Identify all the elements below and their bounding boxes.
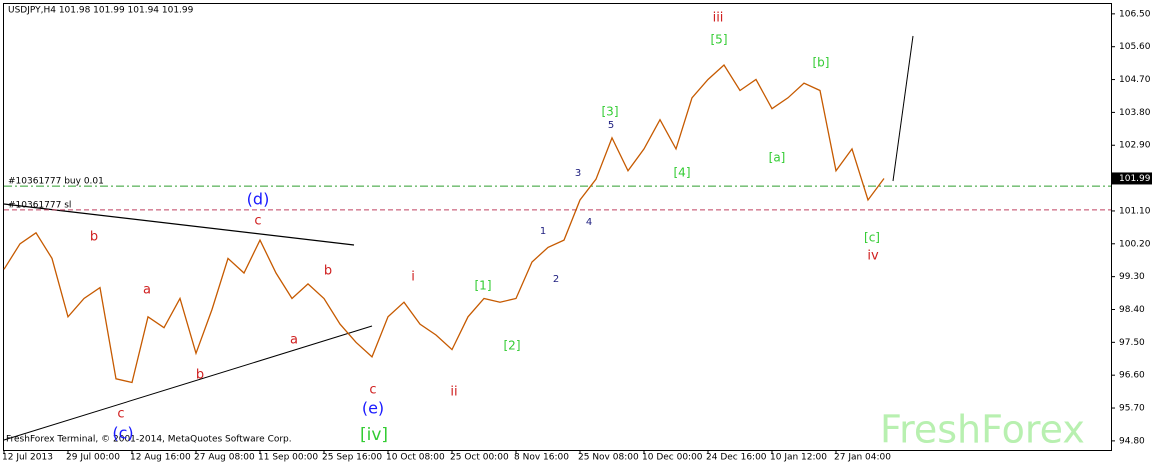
y-tick-label: 102.90 — [1119, 141, 1151, 151]
y-tick-label: 95.70 — [1119, 404, 1145, 414]
y-tick-label: 104.70 — [1119, 75, 1151, 85]
order-level-label: #10361777 sl — [8, 200, 71, 210]
y-tick-label: 98.40 — [1119, 305, 1145, 315]
wave-label: a — [143, 283, 151, 298]
wave-label: 1 — [540, 226, 546, 237]
wave-label: [4] — [674, 166, 691, 180]
x-tick-label: 29 Jul 00:00 — [66, 453, 120, 463]
wave-label: [1] — [475, 279, 492, 293]
trendline — [3, 203, 355, 246]
projection-line — [892, 35, 914, 182]
wave-label: [a] — [769, 151, 786, 165]
y-tick-label: 99.30 — [1119, 272, 1145, 282]
x-tick-label: 12 Jul 2013 — [2, 453, 53, 463]
wave-label: a — [290, 333, 298, 348]
wave-label: b — [324, 264, 332, 279]
x-tick-label: 11 Sep 00:00 — [258, 453, 318, 463]
wave-label: ii — [450, 385, 457, 400]
wave-label: 3 — [575, 168, 581, 179]
wave-label: [3] — [602, 105, 619, 119]
chart-title: USDJPY,H4 101.98 101.99 101.94 101.99 — [8, 6, 194, 16]
watermark: FreshForex — [880, 408, 1085, 452]
x-tick-label: 27 Jan 04:00 — [834, 453, 891, 463]
y-tick-label: 106.50 — [1119, 9, 1151, 19]
y-tick-label: 96.60 — [1119, 371, 1145, 381]
plot-frame — [3, 3, 1112, 451]
price-label-box — [1112, 172, 1152, 185]
wave-label: c — [117, 407, 124, 422]
y-tick-label: 103.80 — [1119, 108, 1151, 118]
wave-label: (e) — [362, 399, 384, 418]
x-tick-label: 10 Jan 12:00 — [770, 453, 827, 463]
wave-label: iv — [867, 249, 879, 264]
y-tick-label: 101.10 — [1119, 206, 1151, 216]
x-tick-label: 25 Oct 00:00 — [450, 453, 509, 463]
price-line — [3, 63, 885, 384]
x-tick-label: 25 Sep 16:00 — [322, 453, 382, 463]
wave-label: b — [196, 368, 204, 383]
wave-label: iii — [713, 11, 724, 26]
x-tick-label: 24 Dec 16:00 — [706, 453, 767, 463]
x-tick-label: 10 Oct 08:00 — [386, 453, 445, 463]
wave-label: c — [254, 214, 261, 229]
wave-label: [iv] — [360, 425, 388, 445]
wave-label: 4 — [586, 217, 592, 228]
wave-label: [2] — [504, 339, 521, 353]
x-tick-label: 27 Aug 08:00 — [194, 453, 255, 463]
x-tick-label: 25 Nov 08:00 — [578, 453, 639, 463]
x-tick-label: 8 Nov 16:00 — [514, 453, 569, 463]
trendline — [3, 325, 373, 441]
y-tick-label: 94.80 — [1119, 436, 1145, 446]
x-tick-label: 10 Dec 00:00 — [642, 453, 703, 463]
wave-label: [b] — [813, 56, 830, 70]
wave-label: i — [411, 270, 415, 285]
wave-label: (c) — [112, 424, 133, 443]
y-tick-label: 100.20 — [1119, 239, 1151, 249]
copyright: FreshForex Terminal, © 2001-2014, MetaQu… — [6, 435, 292, 445]
x-tick-label: 12 Aug 16:00 — [130, 453, 191, 463]
order-level-label: #10361777 buy 0.01 — [8, 177, 104, 187]
wave-label: [c] — [864, 231, 880, 245]
wave-label: (d) — [247, 190, 270, 209]
wave-label: 2 — [553, 274, 559, 285]
price-label: 101.99 — [1119, 174, 1151, 184]
wave-label: [5] — [711, 33, 728, 47]
wave-label: 5 — [608, 120, 614, 131]
wave-label: c — [369, 383, 376, 398]
wave-label: b — [90, 230, 98, 245]
y-tick-label: 105.60 — [1119, 42, 1151, 52]
y-tick-label: 97.50 — [1119, 338, 1145, 348]
